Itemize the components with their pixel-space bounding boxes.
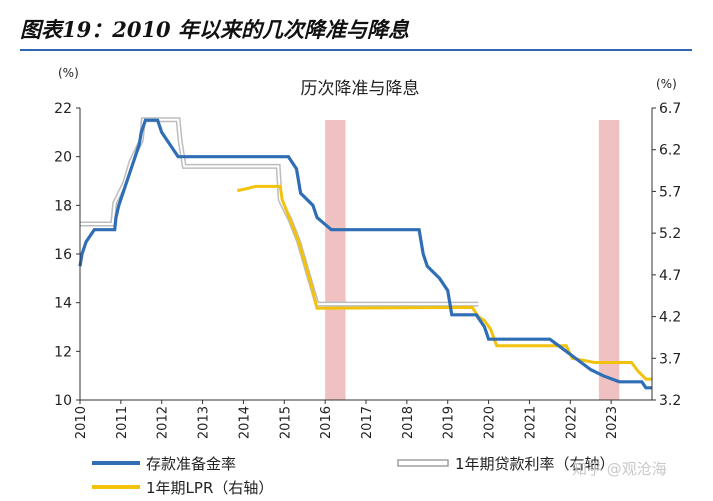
shaded-period-0 bbox=[325, 120, 346, 400]
x-tick-label-2: 2012 bbox=[156, 406, 171, 439]
right-axis-unit: (%) bbox=[656, 77, 677, 91]
x-tick-label-12: 2022 bbox=[564, 406, 579, 439]
legend-swatch-loan bbox=[397, 459, 449, 467]
right-tick-label-5: 5.7 bbox=[659, 184, 681, 200]
left-tick-label-4: 18 bbox=[54, 198, 72, 214]
shaded-periods bbox=[325, 120, 620, 400]
left-tick-label-6: 22 bbox=[54, 101, 72, 117]
series-line-lpr bbox=[236, 184, 652, 381]
chart-title: 历次降准与降息 bbox=[301, 79, 420, 99]
x-tick-label-1: 2011 bbox=[115, 406, 130, 439]
legend-label-loan: 1年期贷款利率（右轴） bbox=[455, 455, 615, 473]
left-tick-label-1: 12 bbox=[54, 344, 72, 360]
x-tick-label-0: 2010 bbox=[74, 406, 89, 439]
x-tick-label-6: 2016 bbox=[319, 406, 334, 439]
right-tick-label-1: 3.7 bbox=[659, 351, 681, 367]
legend: 存款准备金率 1年期贷款利率（右轴） 1年期LPR（右轴） bbox=[92, 455, 615, 497]
right-tick-label-7: 6.7 bbox=[659, 101, 681, 117]
left-tick-label-2: 14 bbox=[54, 296, 72, 312]
shaded-period-1 bbox=[598, 120, 620, 400]
figure-title: 图表19：2010 年以来的几次降准与降息 bbox=[20, 17, 409, 42]
x-tick-label-13: 2023 bbox=[605, 406, 620, 439]
watermark: 知乎 @观沧海 bbox=[572, 460, 667, 478]
right-tick-label-3: 4.7 bbox=[659, 268, 681, 284]
x-tick-label-10: 2020 bbox=[483, 406, 498, 439]
right-tick-label-0: 3.2 bbox=[659, 393, 681, 409]
x-tick-label-11: 2021 bbox=[523, 406, 538, 439]
series-line-rrr bbox=[78, 118, 652, 390]
right-axis-ticks: 3.2 3.7 4.2 4.7 5.2 5.7 6.2 6.7 bbox=[652, 101, 681, 409]
title-rule bbox=[20, 49, 692, 51]
right-tick-label-2: 4.2 bbox=[659, 310, 681, 326]
left-axis-ticks: 10 12 14 16 18 20 22 bbox=[54, 101, 80, 409]
legend-label-lpr: 1年期LPR（右轴） bbox=[146, 479, 273, 497]
series-layer bbox=[78, 117, 652, 390]
x-tick-label-8: 2018 bbox=[401, 406, 416, 439]
left-tick-label-3: 16 bbox=[54, 247, 72, 263]
right-tick-label-6: 6.2 bbox=[659, 143, 681, 159]
legend-label-rrr: 存款准备金率 bbox=[146, 455, 236, 473]
x-tick-label-3: 2013 bbox=[197, 406, 212, 439]
x-axis-ticks: 2010 2011 2012 2013 2014 2015 2016 2017 2018 2019… bbox=[74, 400, 620, 439]
x-tick-label-7: 2017 bbox=[360, 406, 375, 439]
left-tick-label-0: 10 bbox=[54, 393, 72, 409]
x-tick-label-5: 2015 bbox=[278, 406, 293, 439]
x-tick-label-4: 2014 bbox=[237, 406, 252, 439]
right-tick-label-4: 5.2 bbox=[659, 226, 681, 242]
left-tick-label-5: 20 bbox=[54, 150, 72, 166]
left-axis-unit: (%) bbox=[58, 66, 79, 80]
x-tick-label-9: 2019 bbox=[442, 406, 457, 439]
